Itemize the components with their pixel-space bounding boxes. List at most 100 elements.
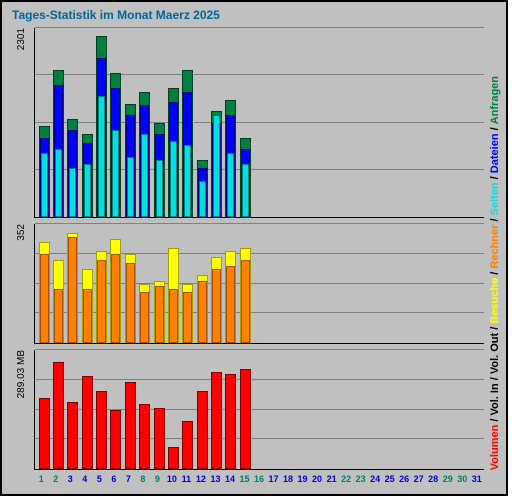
- day-col: [468, 28, 482, 217]
- day-col: [123, 224, 137, 343]
- day-col: [339, 350, 353, 469]
- bar-seiten: [41, 153, 48, 217]
- day-col: [224, 224, 238, 343]
- x-tick: 16: [252, 474, 267, 488]
- bar-seiten: [170, 141, 177, 217]
- day-col: [166, 28, 180, 217]
- bar-seiten: [98, 96, 105, 217]
- x-tick: 7: [121, 474, 136, 488]
- day-col: [66, 224, 80, 343]
- day-col: [281, 224, 295, 343]
- day-col: [367, 224, 381, 343]
- bar-rechner: [40, 254, 49, 343]
- day-col: [66, 28, 80, 217]
- ylabel-2: 352: [12, 224, 30, 344]
- day-col: [181, 350, 195, 469]
- bar-volumen: [240, 369, 251, 469]
- bar-rechner: [226, 266, 235, 343]
- day-col: [152, 350, 166, 469]
- bar-seiten: [112, 130, 119, 217]
- ylabel-1: 2301: [12, 28, 30, 218]
- day-col: [267, 28, 281, 217]
- panel-visits: 352: [34, 224, 484, 344]
- x-tick: 11: [179, 474, 194, 488]
- day-col: [66, 350, 80, 469]
- x-tick: 2: [49, 474, 64, 488]
- x-tick: 17: [266, 474, 281, 488]
- panel-volume: 289.03 MB: [34, 350, 484, 470]
- ylabel-3: 289.03 MB: [12, 350, 30, 470]
- bar-rechner: [198, 281, 207, 343]
- bar-rechner: [183, 292, 192, 343]
- bar-rechner: [54, 289, 63, 343]
- day-col: [281, 350, 295, 469]
- day-col: [37, 350, 51, 469]
- day-col: [410, 28, 424, 217]
- day-col: [382, 28, 396, 217]
- x-tick: 1: [34, 474, 49, 488]
- day-col: [152, 224, 166, 343]
- bar-rechner: [126, 263, 135, 343]
- bar-volumen: [197, 391, 208, 469]
- day-col: [324, 28, 338, 217]
- day-col: [324, 350, 338, 469]
- bar-volumen: [53, 362, 64, 469]
- day-col: [138, 28, 152, 217]
- day-col: [37, 28, 51, 217]
- bar-seiten: [213, 115, 220, 217]
- x-tick: 30: [455, 474, 470, 488]
- x-tick: 9: [150, 474, 165, 488]
- day-col: [94, 350, 108, 469]
- day-col: [382, 350, 396, 469]
- day-col: [439, 350, 453, 469]
- day-col: [310, 224, 324, 343]
- day-col: [396, 350, 410, 469]
- x-tick: 29: [440, 474, 455, 488]
- bar-rechner: [169, 289, 178, 343]
- bar-seiten: [141, 134, 148, 217]
- day-col: [109, 28, 123, 217]
- bar-rechner: [97, 260, 106, 343]
- day-col: [138, 350, 152, 469]
- day-col: [109, 350, 123, 469]
- day-col: [310, 28, 324, 217]
- day-col: [238, 350, 252, 469]
- day-col: [80, 350, 94, 469]
- day-col: [396, 28, 410, 217]
- plot-1: [34, 28, 484, 218]
- day-col: [209, 224, 223, 343]
- bar-seiten: [55, 149, 62, 217]
- day-col: [310, 350, 324, 469]
- day-col: [468, 224, 482, 343]
- day-col: [181, 28, 195, 217]
- legend: Volumen / Vol. In / Vol. Out / Besuche /…: [488, 26, 502, 470]
- day-col: [324, 224, 338, 343]
- x-tick: 4: [78, 474, 93, 488]
- day-col: [353, 350, 367, 469]
- day-col: [439, 224, 453, 343]
- day-col: [339, 224, 353, 343]
- x-tick: 12: [194, 474, 209, 488]
- bar-rechner: [111, 254, 120, 343]
- x-tick: 23: [353, 474, 368, 488]
- bar-volumen: [67, 402, 78, 469]
- x-tick: 8: [136, 474, 151, 488]
- day-col: [439, 28, 453, 217]
- bar-volumen: [182, 421, 193, 469]
- bar-volumen: [125, 382, 136, 469]
- day-col: [267, 224, 281, 343]
- panel-hits: 2301: [34, 28, 484, 218]
- day-col: [295, 28, 309, 217]
- day-col: [195, 224, 209, 343]
- bar-volumen: [139, 404, 150, 469]
- bar-volumen: [96, 391, 107, 469]
- x-tick: 26: [397, 474, 412, 488]
- x-tick: 25: [382, 474, 397, 488]
- day-col: [295, 224, 309, 343]
- x-tick: 3: [63, 474, 78, 488]
- day-col: [51, 224, 65, 343]
- x-tick: 15: [237, 474, 252, 488]
- x-tick: 31: [469, 474, 484, 488]
- day-col: [238, 224, 252, 343]
- bar-volumen: [154, 408, 165, 469]
